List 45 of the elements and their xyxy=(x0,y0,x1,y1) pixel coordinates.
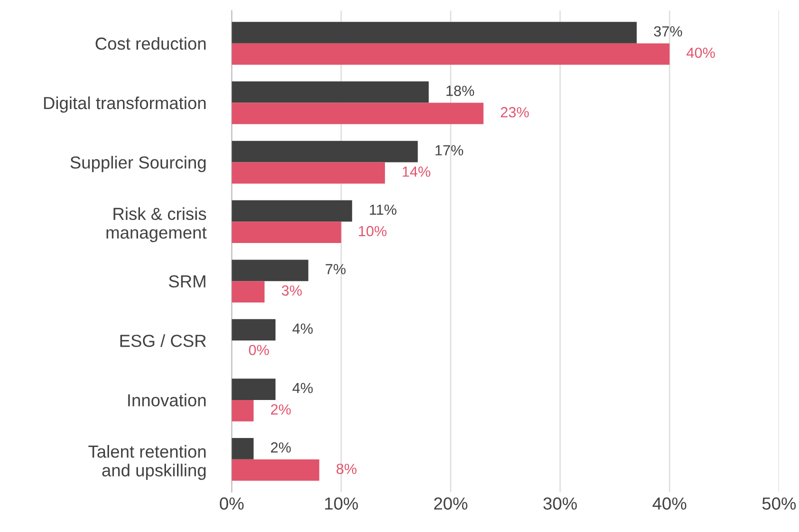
data-label: 2% xyxy=(271,404,291,415)
bar xyxy=(232,222,342,244)
y-tick-label: Digital transformation xyxy=(44,96,206,113)
bar xyxy=(232,459,320,481)
data-label: 23% xyxy=(500,107,529,118)
data-label: 40% xyxy=(686,48,715,58)
x-tick-label: 20% xyxy=(434,497,468,510)
bar xyxy=(232,281,265,302)
data-label: 4% xyxy=(292,323,313,334)
data-label: 7% xyxy=(326,264,346,274)
data-label: 18% xyxy=(446,86,474,96)
data-label: 10% xyxy=(358,226,387,236)
y-tick-label: SRM xyxy=(168,275,206,288)
bar xyxy=(232,438,254,460)
bar xyxy=(232,43,670,65)
y-tick-label: Risk & crisis management xyxy=(106,207,207,242)
x-tick-label: 0% xyxy=(220,497,244,510)
x-tick-label: 30% xyxy=(543,497,577,510)
data-label: 4% xyxy=(292,382,313,394)
y-tick-label: ESG / CSR xyxy=(120,334,206,347)
y-tick-label: Innovation xyxy=(128,394,206,406)
data-label: 14% xyxy=(402,166,430,177)
x-tick-label: 10% xyxy=(325,497,358,510)
data-label: 11% xyxy=(370,204,396,215)
bar xyxy=(232,260,308,282)
bar xyxy=(232,22,637,44)
x-tick-label: 40% xyxy=(652,497,686,510)
bar xyxy=(232,102,484,124)
y-tick-label: Cost reduction xyxy=(96,37,206,50)
data-label: 17% xyxy=(436,145,464,156)
x-tick-label: 50% xyxy=(762,497,796,510)
bar xyxy=(232,140,418,162)
data-label: 37% xyxy=(654,26,682,37)
bar xyxy=(232,200,352,222)
y-tick-label: Talent retention and upskilling xyxy=(88,445,206,480)
bar xyxy=(232,319,276,341)
data-label: 2% xyxy=(271,442,291,453)
bar xyxy=(232,81,429,103)
bar xyxy=(232,400,254,422)
data-label: 8% xyxy=(336,464,357,474)
bar xyxy=(232,378,276,400)
data-label: 0% xyxy=(248,344,269,356)
bar xyxy=(232,162,385,184)
y-tick-label: Supplier Sourcing xyxy=(70,156,206,172)
data-label: 3% xyxy=(282,285,302,296)
